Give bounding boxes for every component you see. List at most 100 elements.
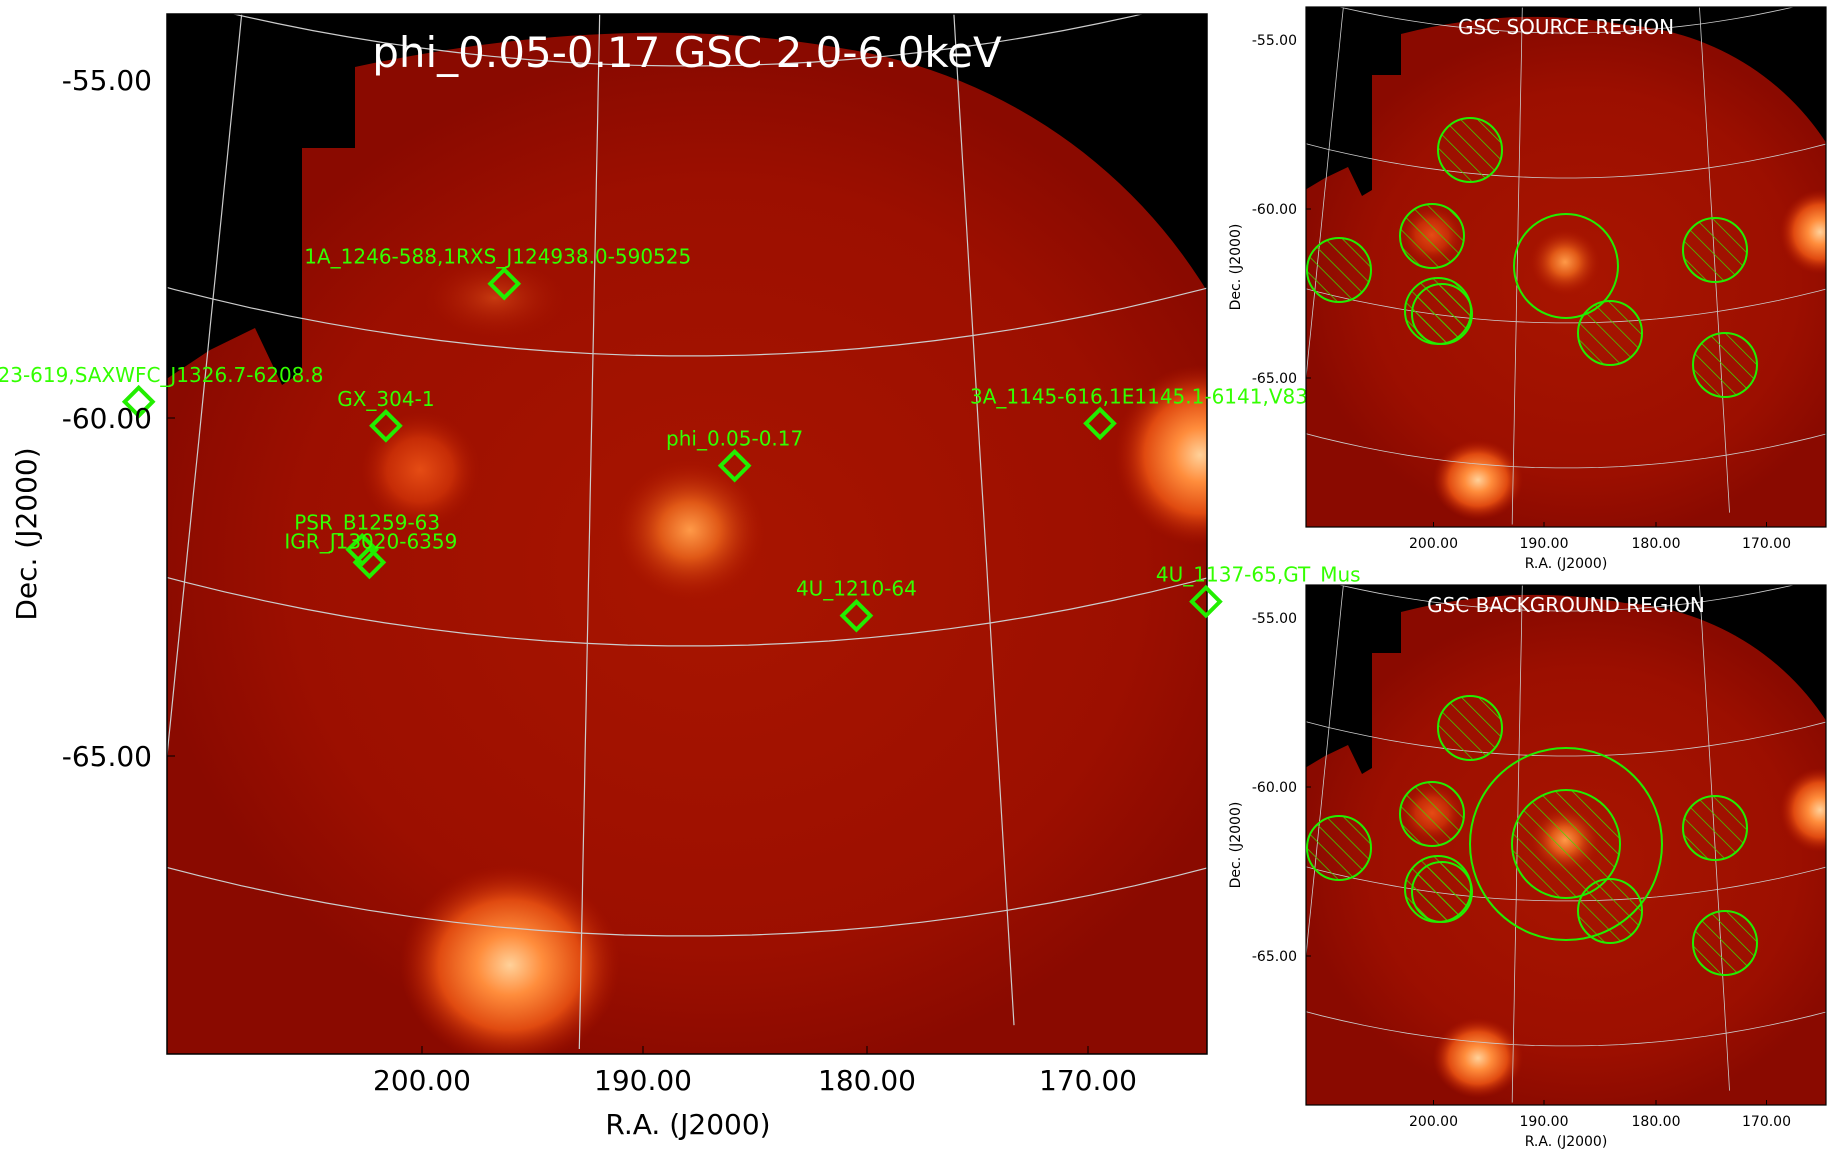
main-x-ticks: 200.00 190.00 180.00 170.00 <box>373 1046 1137 1097</box>
x-tick-label: 180.00 <box>1632 1114 1681 1130</box>
source-label: IGR_J13020-6359 <box>284 529 457 553</box>
dec-gridline <box>1306 433 1826 469</box>
panel-a-coordinate-grid <box>1306 7 1826 525</box>
x-tick-label: 180.00 <box>1632 536 1681 552</box>
panel-a-frame <box>1305 6 1827 528</box>
background-region-panel: GSC BACKGROUND REGION R.A. (J2000) Dec. … <box>1228 584 1827 1150</box>
x-tick-label: 190.00 <box>1520 536 1569 552</box>
main-image-frame <box>166 13 1208 1055</box>
dec-gridline <box>167 286 1207 357</box>
background-annulus-inner <box>1511 789 1621 899</box>
panel-b-title: GSC BACKGROUND REGION <box>1427 593 1705 617</box>
excluded-region-circle <box>1411 861 1473 923</box>
ra-gridline <box>1306 585 1344 960</box>
panel-a-bright-source <box>1433 440 1523 520</box>
excluded-region-circle <box>1692 910 1758 976</box>
y-tick-label: -65.00 <box>1252 949 1297 965</box>
main-y-ticks: -55.00 -60.00 -65.00 <box>62 64 175 773</box>
panel-b-coordinate-grid <box>1306 585 1826 1103</box>
source-label: 3A_1145-616,1E1145.1-6141,V830_Cen <box>970 384 1370 408</box>
excluded-region-circle <box>1577 300 1643 366</box>
dec-gridline <box>167 866 1207 937</box>
excluded-region-circle <box>1399 203 1465 269</box>
source-marker <box>369 408 403 443</box>
excluded-region-circle <box>1692 332 1758 398</box>
source-label: 4U_1210-64 <box>796 577 917 601</box>
x-tick-label: 180.00 <box>818 1064 916 1097</box>
dec-gridline <box>1337 585 1796 612</box>
dec-gridline <box>1306 866 1826 902</box>
panel-b-bright-source <box>1433 1018 1523 1098</box>
x-tick-label: 200.00 <box>1409 536 1458 552</box>
excluded-region-circle <box>1437 695 1503 761</box>
panel-a-target-source <box>1530 229 1600 295</box>
main-edge-source-blob <box>1115 365 1207 545</box>
ra-gridline <box>167 14 243 762</box>
source-label: GX_304-1 <box>337 387 434 411</box>
panel-a-x-ticks: 200.00 190.00 180.00 170.00 <box>1409 522 1791 552</box>
x-tick-label: 170.00 <box>1039 1064 1137 1097</box>
ra-gridline <box>1699 7 1730 513</box>
ra-gridline <box>578 14 601 1050</box>
source-marker <box>487 266 522 301</box>
dec-gridline <box>1306 721 1826 757</box>
panel-b-regions <box>1306 695 1758 976</box>
source-label: 4U_1323-619,SAXWFC_J1326.7-6208.8 <box>0 363 323 387</box>
excluded-region-circle <box>1682 217 1748 283</box>
panel-a-edge-source <box>1780 190 1826 274</box>
main-gx304-blob <box>360 412 480 528</box>
excluded-region-circle <box>1306 237 1372 303</box>
y-tick-label: -55.00 <box>1252 33 1297 49</box>
excluded-region-circle <box>1399 781 1465 847</box>
ra-gridline <box>1306 7 1344 382</box>
dec-gridline <box>1306 288 1826 324</box>
panel-a-y-axis-label: Dec. (J2000) <box>1228 224 1244 311</box>
main-target-source-blob <box>615 460 765 600</box>
panel-a-regions <box>1306 117 1758 398</box>
source-region-circle <box>1513 213 1619 319</box>
main-bright-source-blob <box>400 865 620 1054</box>
dec-gridline <box>231 14 1145 67</box>
panel-b-y-ticks: -55.00 -60.00 -65.00 <box>1252 611 1311 965</box>
panel-b-edge-source <box>1780 768 1826 852</box>
dec-gridline <box>1306 143 1826 179</box>
excluded-region-circle <box>1577 878 1643 944</box>
excluded-region-circle <box>1306 815 1372 881</box>
x-tick-label: 170.00 <box>1742 1114 1791 1130</box>
main-y-axis-label: Dec. (J2000) <box>10 447 43 620</box>
main-x-axis-label: R.A. (J2000) <box>605 1108 770 1141</box>
ra-gridline <box>1699 585 1730 1091</box>
dec-gridline <box>1337 7 1796 34</box>
panel-a-title: GSC SOURCE REGION <box>1458 15 1674 39</box>
dec-gridline <box>1306 1011 1826 1047</box>
source-marker <box>121 384 156 419</box>
source-marker <box>345 532 380 567</box>
y-tick-label: -55.00 <box>62 64 152 97</box>
source-label: PSR_B1259-63 <box>294 511 440 535</box>
y-tick-label: -55.00 <box>1252 611 1297 627</box>
main-source-markers: 1A_1246-588,1RXS_J124938.0-590525 GX_304-… <box>0 245 1370 633</box>
y-tick-label: -60.00 <box>1252 202 1297 218</box>
ra-gridline <box>953 14 1015 1026</box>
y-tick-label: -65.00 <box>62 740 152 773</box>
main-faint-blob <box>425 258 565 338</box>
x-tick-label: 200.00 <box>373 1064 471 1097</box>
ra-gridline <box>1511 585 1523 1103</box>
source-marker <box>352 545 387 580</box>
x-tick-label: 190.00 <box>594 1064 692 1097</box>
panel-b-x-ticks: 200.00 190.00 180.00 170.00 <box>1409 1100 1791 1130</box>
source-label: phi_0.05-0.17 <box>666 427 803 451</box>
y-tick-label: -60.00 <box>1252 780 1297 796</box>
excluded-region-circle <box>1437 117 1503 183</box>
x-tick-label: 170.00 <box>1742 536 1791 552</box>
source-label: 1A_1246-588,1RXS_J124938.0-590525 <box>304 245 691 269</box>
background-annulus-outer <box>1469 747 1663 941</box>
y-tick-label: -60.00 <box>62 402 152 435</box>
dec-gridline <box>167 576 1207 647</box>
source-marker <box>1189 584 1223 619</box>
excluded-region-circle <box>1411 283 1473 345</box>
x-tick-label: 190.00 <box>1520 1114 1569 1130</box>
panel-b-y-axis-label: Dec. (J2000) <box>1228 802 1244 889</box>
